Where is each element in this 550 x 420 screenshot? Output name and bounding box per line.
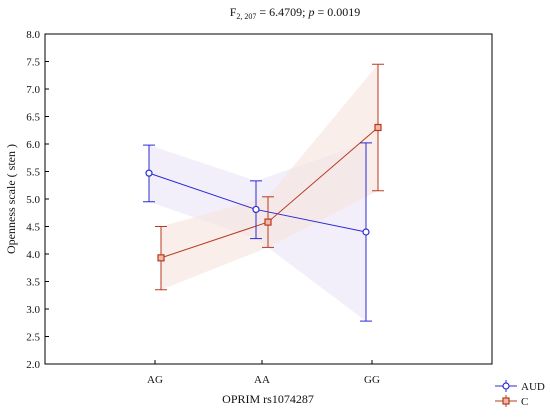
x-tick-label-2: GG (364, 374, 380, 386)
series-c-point-2 (374, 123, 382, 132)
y-axis-label: Openness scale ( sten ) (4, 144, 18, 254)
series-aud-point-0 (145, 169, 153, 177)
y-tick-label-10: 7.0 (26, 84, 40, 96)
y-tick-label-0: 2.0 (26, 359, 40, 371)
series-c-point-0 (157, 254, 165, 262)
y-tick-label-4: 4.0 (26, 249, 40, 261)
y-tick-label-2: 3.0 (26, 304, 40, 316)
legend: AUD C (495, 380, 545, 408)
y-tick-label-3: 3.5 (26, 277, 40, 289)
y-tick-label-1: 2.5 (26, 332, 40, 344)
legend-aud-marker (502, 382, 510, 390)
title-f-subscript: 2, 207 (236, 12, 256, 21)
legend-aud-label: AUD (521, 381, 545, 393)
series-aud-point-1 (252, 205, 260, 214)
legend-c-label: C (521, 396, 528, 408)
error-band-layer (149, 64, 378, 322)
x-tick-label-1: AA (254, 374, 270, 386)
series-aud-point-2 (362, 228, 370, 236)
title-f-value: = 6.4709; (256, 5, 308, 19)
y-tick-label-9: 6.5 (26, 112, 40, 124)
x-tick-label-0: AG (147, 374, 163, 386)
legend-c-marker (502, 397, 510, 405)
x-axis: AG AA GG (147, 360, 380, 386)
series-c-band (161, 64, 378, 290)
y-axis: 2.0 2.5 3.0 3.5 4.0 4.5 5.0 5.5 6.0 6.5 7.0 7.5 8.0 (26, 29, 49, 371)
title-p-value: = 0.0019 (315, 5, 361, 19)
y-tick-label-12: 8.0 (26, 29, 40, 41)
title-p-symbol: p (308, 5, 315, 19)
chart-title: F2, 207 = 6.4709; p = 0.0019 (230, 5, 361, 21)
x-axis-label: OPRIM rs1074287 (222, 392, 314, 406)
series-c-point-1 (264, 218, 272, 226)
markers-layer (145, 123, 382, 262)
y-tick-label-8: 6.0 (26, 139, 40, 151)
y-tick-label-11: 7.5 (26, 57, 40, 69)
y-tick-label-5: 4.5 (26, 222, 40, 234)
y-tick-label-7: 5.5 (26, 167, 40, 179)
y-tick-label-6: 5.0 (26, 194, 40, 206)
title-f-symbol: F (230, 5, 237, 19)
